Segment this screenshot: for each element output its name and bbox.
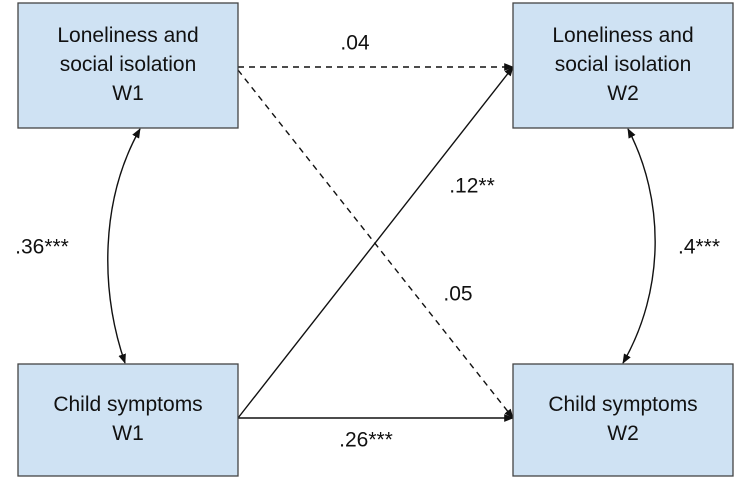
node-label: W1 xyxy=(112,82,144,105)
edge-arrow xyxy=(237,69,514,419)
edge-label: .26*** xyxy=(339,429,393,452)
node-box xyxy=(512,2,734,129)
node-label: Loneliness and xyxy=(57,24,198,47)
edge-arrow xyxy=(622,128,656,364)
edge-label: .36*** xyxy=(15,236,69,259)
edge-label: .4*** xyxy=(678,236,720,259)
node-box xyxy=(17,363,239,477)
edge-label: .05 xyxy=(443,283,472,306)
node-label: Child symptoms xyxy=(548,393,697,416)
edge-arrow xyxy=(107,128,141,364)
edge-arrow xyxy=(237,66,514,419)
node-label: W2 xyxy=(607,422,639,445)
node-box xyxy=(512,363,734,477)
node-box xyxy=(17,2,239,129)
node-label: social isolation xyxy=(555,53,692,76)
edge-label: .04 xyxy=(340,32,370,55)
node-label: Loneliness and xyxy=(552,24,693,47)
edge-label: .12** xyxy=(449,175,495,198)
node-label: Child symptoms xyxy=(53,393,202,416)
node-label: W2 xyxy=(607,82,639,105)
node-label: W1 xyxy=(112,422,144,445)
node-label: social isolation xyxy=(60,53,197,76)
